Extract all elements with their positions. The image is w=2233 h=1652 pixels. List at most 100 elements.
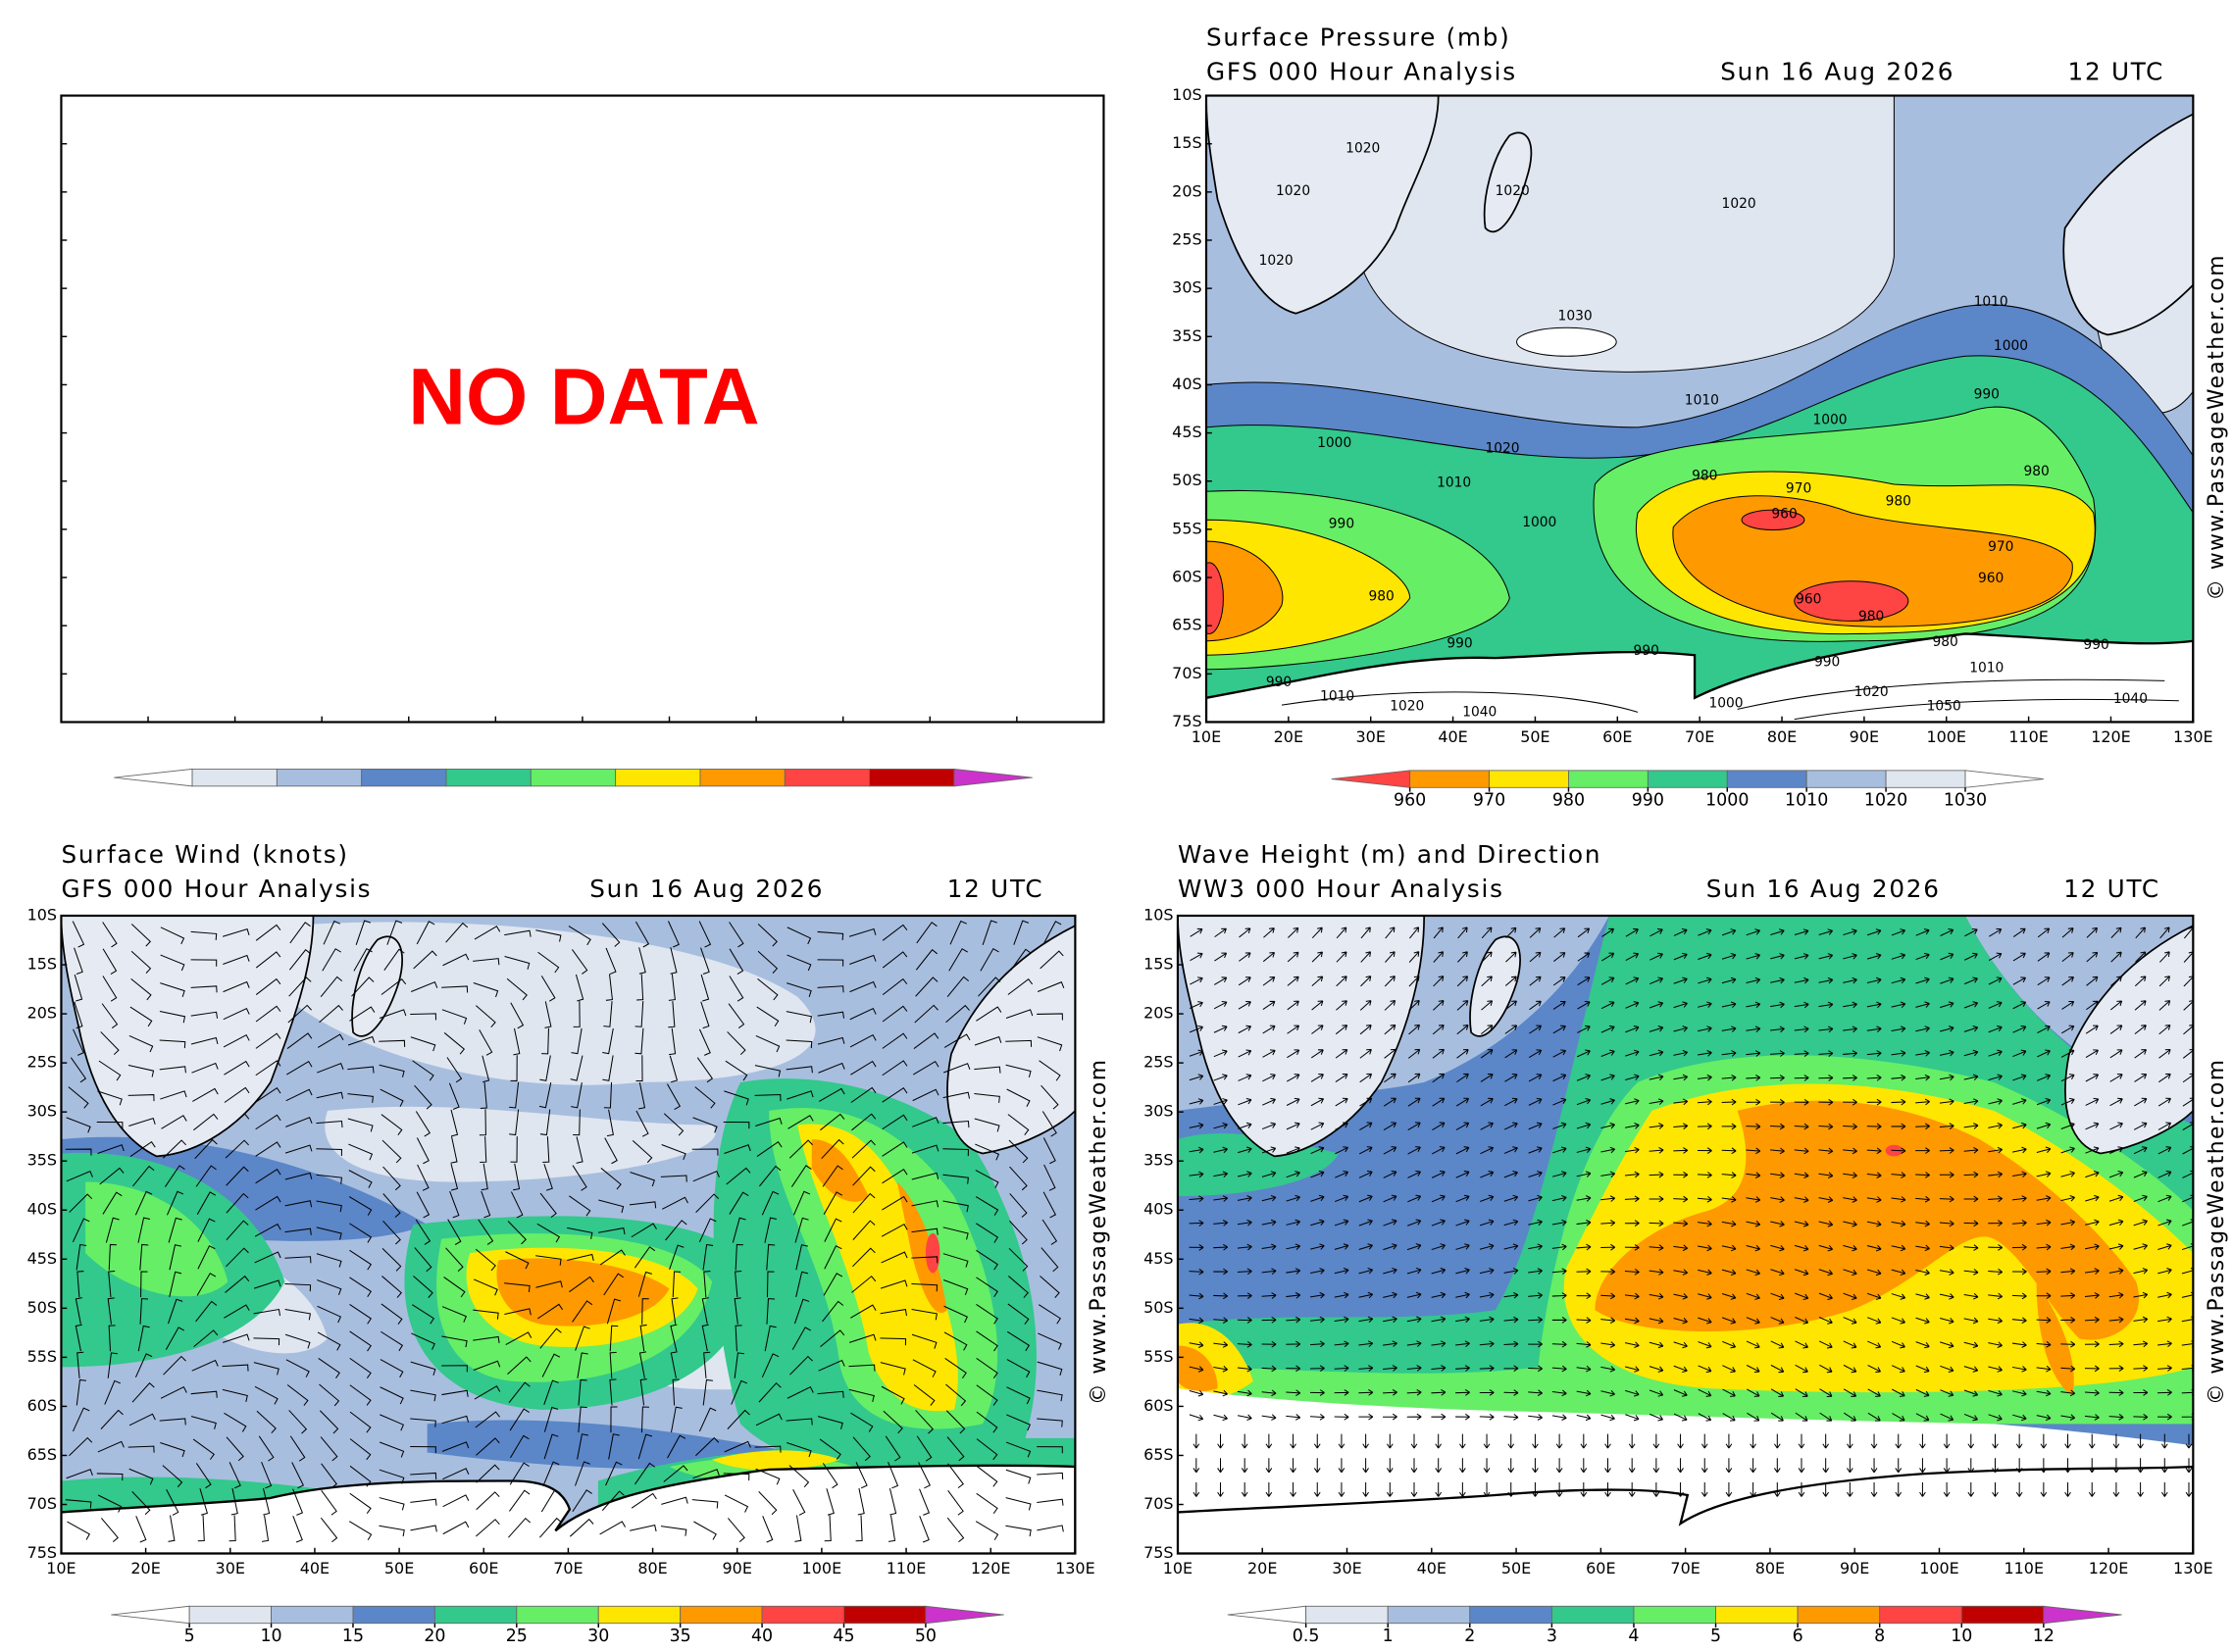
wind-barb <box>441 1009 468 1025</box>
wind-barb <box>224 1086 250 1103</box>
wave-arrow <box>1843 1221 1857 1227</box>
wave-arrow <box>1528 1292 1543 1299</box>
wave-arrow <box>1455 1389 1470 1396</box>
wind-barb <box>791 1327 812 1350</box>
wave-arrow <box>1262 952 1276 963</box>
wave-arrow <box>1408 999 1420 1011</box>
wind-barb <box>822 1165 843 1187</box>
wave-arrow <box>1455 1268 1470 1275</box>
wave-arrow <box>1697 1220 1712 1227</box>
wind-barb <box>1037 1472 1064 1479</box>
wave-arrow <box>1746 1317 1760 1325</box>
wave-arrow <box>1939 1220 1954 1227</box>
wind-barb <box>1007 1303 1030 1326</box>
wind-barb <box>288 976 312 997</box>
wave-arrow <box>1286 1171 1300 1178</box>
wave-arrow <box>1479 1316 1495 1324</box>
wave-arrow <box>2064 1481 2071 1497</box>
wind-barb <box>849 1007 877 1021</box>
wind-barb <box>129 1141 156 1157</box>
wave-arrow <box>1964 927 1978 937</box>
wave-arrow <box>2011 1268 2027 1276</box>
wind-barb <box>128 1117 156 1126</box>
wind-barb <box>916 922 938 944</box>
wave-arrow <box>1262 1097 1276 1106</box>
wave-arrow <box>2158 1048 2171 1059</box>
contour-label: 1000 <box>1994 338 2028 354</box>
wind-barb <box>441 1415 470 1425</box>
wind-barb <box>942 1148 969 1157</box>
wave-arrow <box>1237 1219 1252 1226</box>
wave-arrow <box>1237 1268 1252 1276</box>
wind-barb <box>99 1167 125 1185</box>
wave-arrow <box>1843 1340 1857 1349</box>
longitude-label: 20E <box>1274 727 1303 746</box>
wind-barb <box>882 1114 908 1130</box>
wave-arrow <box>2112 1458 2120 1474</box>
wave-arrow <box>1310 1074 1324 1082</box>
wave-arrow <box>2036 1219 2052 1226</box>
colorbar-segment <box>1305 1605 1389 1625</box>
wave-arrow <box>2012 927 2026 937</box>
wave-arrow <box>1262 1000 1276 1010</box>
wind-barb <box>292 1516 303 1543</box>
wave-arrow <box>1649 1026 1664 1032</box>
contour-label: 1020 <box>1496 183 1530 199</box>
wind-barb <box>72 921 85 948</box>
wind-barb <box>881 1251 908 1264</box>
contour-label: 1010 <box>1969 660 2004 676</box>
wind-barb <box>949 920 967 945</box>
wave-arrow <box>1649 1171 1664 1178</box>
wind-barb <box>915 976 939 997</box>
longitude-label: 110E <box>887 1559 927 1577</box>
wind-barb <box>1007 977 1034 995</box>
wave-arrow <box>2133 1291 2149 1299</box>
wave-arrow <box>1939 1195 1954 1203</box>
wave-arrow <box>1770 1123 1785 1130</box>
wind-barb <box>911 1282 939 1292</box>
wind-barb <box>724 1144 751 1154</box>
wave-arrow <box>1261 1340 1277 1348</box>
wind-barb <box>256 1410 277 1434</box>
contour-label: 1020 <box>1390 699 1424 715</box>
wave-arrow <box>1286 1122 1300 1130</box>
wind-barb <box>631 1492 657 1509</box>
wind-barb <box>508 1517 532 1538</box>
wind-barb <box>543 1406 559 1432</box>
wind-barb <box>347 1035 376 1046</box>
wave-arrow <box>2061 1000 2075 1010</box>
wind-barb <box>286 1060 313 1076</box>
wave-arrow <box>1406 1291 1422 1299</box>
wave-arrow <box>1721 1050 1737 1057</box>
wind-barb <box>637 1433 653 1460</box>
wave-arrow <box>1770 1292 1785 1300</box>
wind-barb <box>196 1273 217 1296</box>
wave-arrow <box>1600 1001 1615 1010</box>
wind-barb <box>729 976 744 1002</box>
wave-arrow <box>1746 1075 1761 1081</box>
colorbar-segment <box>1647 770 1728 788</box>
wind-barb <box>723 1473 750 1481</box>
wave-arrow <box>1241 1481 1248 1497</box>
wind-barb <box>700 974 710 1002</box>
wind-barb <box>349 1438 372 1461</box>
wind-barb <box>786 1418 813 1426</box>
wave-arrow <box>1237 1292 1252 1299</box>
wave-arrow <box>1503 1414 1519 1421</box>
wave-arrow <box>1386 1433 1394 1449</box>
wave-arrow <box>1309 1365 1325 1373</box>
wind-barb <box>97 1440 125 1453</box>
wind-barb <box>766 1298 776 1325</box>
wind-barb <box>380 1359 404 1378</box>
wave-arrow <box>2084 1414 2100 1421</box>
wave-arrow <box>1794 1026 1809 1033</box>
wind-barb <box>578 1406 587 1433</box>
wind-barb <box>1043 1164 1056 1191</box>
colorbar-segment <box>597 1605 682 1625</box>
wave-arrow <box>1721 1293 1737 1300</box>
wave-arrow <box>2108 1316 2124 1324</box>
wave-arrow <box>1600 1049 1615 1057</box>
wind-barb <box>703 1351 711 1378</box>
wave-arrow <box>1892 1388 1905 1397</box>
wave-arrow <box>1286 1243 1301 1250</box>
